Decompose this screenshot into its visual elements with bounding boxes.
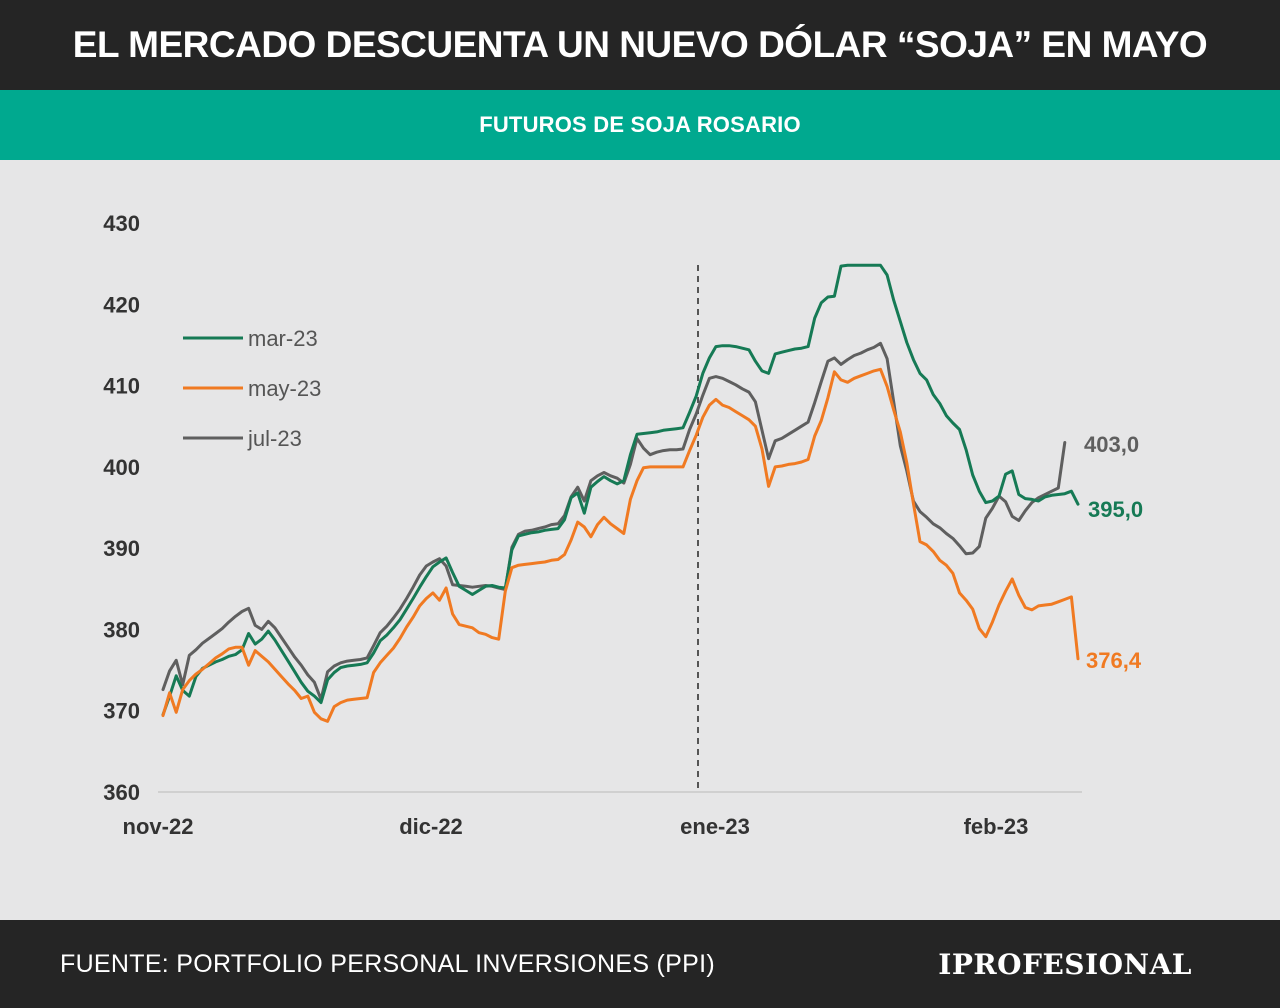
x-tick-label: ene-23 — [680, 814, 750, 839]
y-tick-label: 430 — [103, 211, 140, 236]
y-tick-label: 390 — [103, 536, 140, 561]
series-lines — [161, 263, 1080, 723]
y-tick-label: 380 — [103, 617, 140, 642]
legend-label-may-23: may-23 — [248, 376, 321, 401]
y-axis-ticks: 360 370 380 390 400 410 420 430 — [103, 211, 140, 805]
end-label-jul-23: 403,0 — [1084, 432, 1139, 457]
series-line-may-23 — [161, 367, 1080, 723]
series-line-mar-23 — [161, 263, 1080, 717]
chart-title: EL MERCADO DESCUENTA UN NUEVO DÓLAR “SOJ… — [0, 0, 1280, 90]
footer: FUENTE: PORTFOLIO PERSONAL INVERSIONES (… — [0, 920, 1280, 1008]
y-tick-label: 410 — [103, 374, 140, 399]
y-tick-label: 360 — [103, 780, 140, 805]
x-tick-label: nov-22 — [123, 814, 194, 839]
chart-area: 360 370 380 390 400 410 420 430 nov-22 dic-22 ene… — [0, 160, 1280, 920]
legend: mar-23 may-23 jul-23 — [183, 326, 321, 451]
legend-label-mar-23: mar-23 — [248, 326, 318, 351]
line-chart: 360 370 380 390 400 410 420 430 nov-22 dic-22 ene… — [103, 211, 1143, 839]
x-tick-label: dic-22 — [399, 814, 463, 839]
source-note: FUENTE: PORTFOLIO PERSONAL INVERSIONES (… — [60, 949, 715, 978]
x-tick-label: feb-23 — [964, 814, 1029, 839]
end-label-may-23: 376,4 — [1086, 648, 1142, 673]
legend-label-jul-23: jul-23 — [247, 426, 302, 451]
y-tick-label: 400 — [103, 455, 140, 480]
end-label-mar-23: 395,0 — [1088, 497, 1143, 522]
brand-logo: IPROFESIONAL — [938, 947, 1192, 981]
end-labels: 403,0 395,0 376,4 — [1084, 432, 1143, 673]
y-tick-label: 420 — [103, 292, 140, 317]
y-tick-label: 370 — [103, 699, 140, 724]
chart-subtitle: FUTUROS DE SOJA ROSARIO — [0, 90, 1280, 160]
x-axis-ticks: nov-22 dic-22 ene-23 feb-23 — [123, 814, 1029, 839]
